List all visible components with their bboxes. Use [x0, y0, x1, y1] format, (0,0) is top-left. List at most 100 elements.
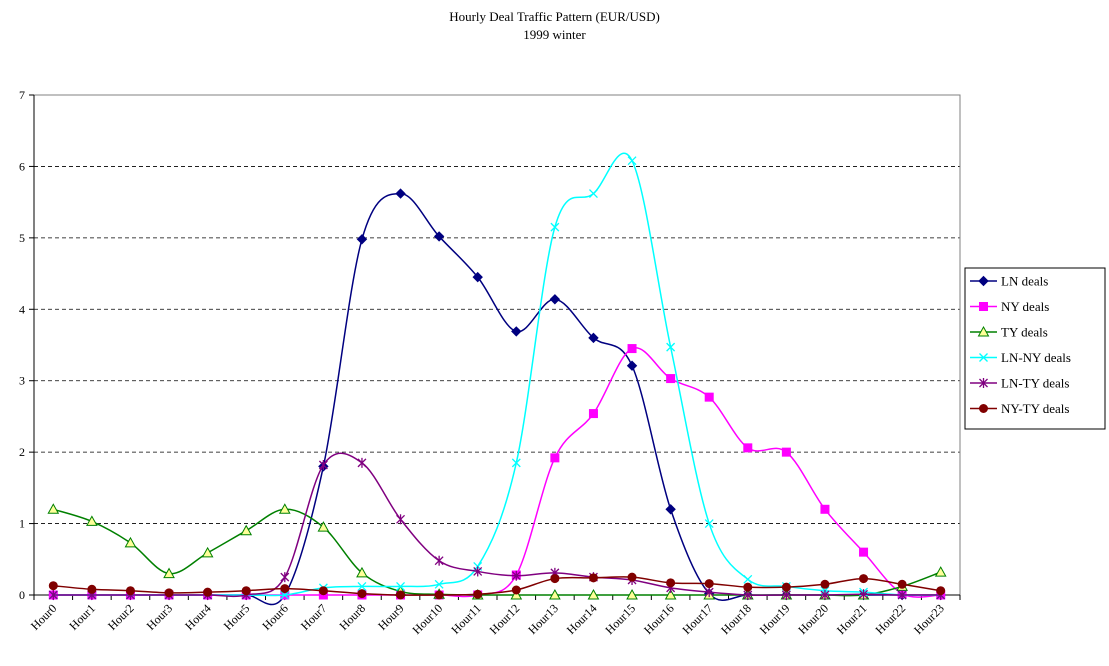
data-point — [820, 504, 830, 514]
data-point — [743, 443, 753, 453]
x-tick-label: Hour14 — [564, 601, 600, 637]
data-point — [278, 503, 291, 514]
data-point — [434, 555, 444, 566]
data-point — [357, 581, 367, 591]
data-point — [704, 587, 714, 598]
legend-item: NY deals — [970, 299, 1049, 314]
data-point — [897, 590, 907, 600]
legend-box — [964, 267, 1106, 430]
x-tick-label: Hour10 — [409, 601, 445, 637]
legend: LN deals NY deals TY deals LN-NY deals LN-TY… — [964, 267, 1106, 430]
legend-item: LN-NY deals — [970, 350, 1071, 365]
x-tick-label: Hour17 — [679, 601, 715, 637]
data-point — [979, 404, 988, 413]
series-line — [53, 508, 941, 597]
data-point — [511, 585, 521, 595]
series-line — [53, 347, 941, 598]
legend-label: LN-NY deals — [1001, 350, 1071, 365]
data-point — [588, 409, 598, 419]
data-point — [549, 294, 561, 305]
data-point — [434, 590, 444, 600]
data-point — [820, 579, 830, 589]
x-tick-label: Hour20 — [795, 601, 831, 637]
x-tick-label: Hour12 — [487, 601, 523, 637]
data-point — [164, 588, 174, 598]
data-point — [743, 582, 753, 592]
data-point — [434, 579, 444, 589]
x-tick-label: Hour3 — [144, 601, 176, 633]
y-tick-label: 1 — [19, 517, 25, 531]
legend-item: NY-TY deals — [970, 401, 1069, 416]
x-tick-label: Hour18 — [718, 601, 754, 637]
data-point — [549, 588, 561, 600]
x-tick-label: Hour16 — [641, 601, 677, 637]
data-point — [704, 519, 714, 529]
data-point — [550, 453, 560, 463]
data-point — [704, 392, 714, 402]
series-line — [53, 192, 941, 606]
legend-label: NY deals — [1001, 299, 1049, 314]
data-point — [395, 188, 406, 199]
data-point — [665, 504, 676, 515]
legend-label: LN deals — [1001, 274, 1048, 289]
grid — [34, 166, 960, 524]
data-point — [859, 574, 869, 584]
data-point — [626, 360, 638, 371]
series-5 — [48, 572, 946, 600]
chart-subtitle: 1999 winter — [523, 27, 586, 42]
plot-area — [33, 94, 961, 596]
x-tick-label: Hour23 — [911, 601, 947, 637]
x-tick-label: Hour7 — [298, 601, 330, 633]
data-point — [357, 457, 367, 468]
data-point — [473, 589, 483, 599]
data-point — [587, 588, 600, 600]
y-tick-label: 6 — [19, 159, 25, 173]
data-point — [356, 234, 368, 245]
data-point — [511, 326, 522, 337]
data-point — [473, 566, 483, 577]
data-point — [979, 302, 988, 311]
legend-item: TY deals — [970, 325, 1048, 340]
data-point — [666, 374, 676, 384]
x-tick-label: Hour0 — [28, 601, 60, 633]
x-tick-label: Hour2 — [105, 601, 137, 633]
series-line — [53, 576, 941, 596]
data-point — [318, 460, 328, 470]
series-0 — [48, 188, 946, 606]
data-point — [201, 546, 214, 558]
data-point — [317, 521, 330, 532]
data-point — [87, 584, 97, 594]
data-point — [472, 271, 483, 283]
x-tick-label: Hour9 — [375, 601, 407, 633]
x-tick-label: Hour11 — [448, 601, 484, 637]
chart-title: Hourly Deal Traffic Pattern (EUR/USD) — [449, 9, 660, 24]
data-point — [280, 584, 290, 594]
x-tick-label: Hour15 — [602, 601, 638, 637]
series-3 — [48, 152, 946, 600]
data-point — [511, 458, 521, 468]
x-tick-label: Hour5 — [221, 601, 253, 633]
legend-label: LN-TY deals — [1001, 376, 1069, 391]
data-point — [86, 515, 98, 526]
data-point — [550, 222, 560, 232]
x-tick-label: Hour22 — [872, 601, 908, 637]
data-point — [356, 566, 368, 578]
y-tick-label: 4 — [19, 302, 25, 316]
data-point — [781, 447, 791, 457]
y-tick-label: 2 — [19, 445, 25, 459]
data-point — [897, 579, 907, 589]
x-tick-label: Hour6 — [259, 601, 291, 633]
data-point — [433, 231, 445, 242]
data-point — [781, 582, 791, 592]
data-point — [934, 566, 947, 577]
series-line — [53, 152, 941, 597]
data-point — [704, 579, 714, 589]
data-point — [627, 156, 637, 166]
x-tick-label: Hour8 — [336, 601, 368, 633]
data-point — [241, 586, 251, 596]
legend-item: LN deals — [970, 274, 1048, 289]
data-point — [627, 344, 637, 354]
data-point — [978, 275, 989, 287]
data-point — [626, 588, 638, 600]
